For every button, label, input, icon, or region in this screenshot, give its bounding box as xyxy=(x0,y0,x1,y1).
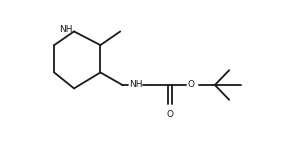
Text: O: O xyxy=(187,81,194,90)
Text: O: O xyxy=(166,110,173,119)
Text: NH: NH xyxy=(129,81,142,90)
Text: NH: NH xyxy=(60,25,73,34)
